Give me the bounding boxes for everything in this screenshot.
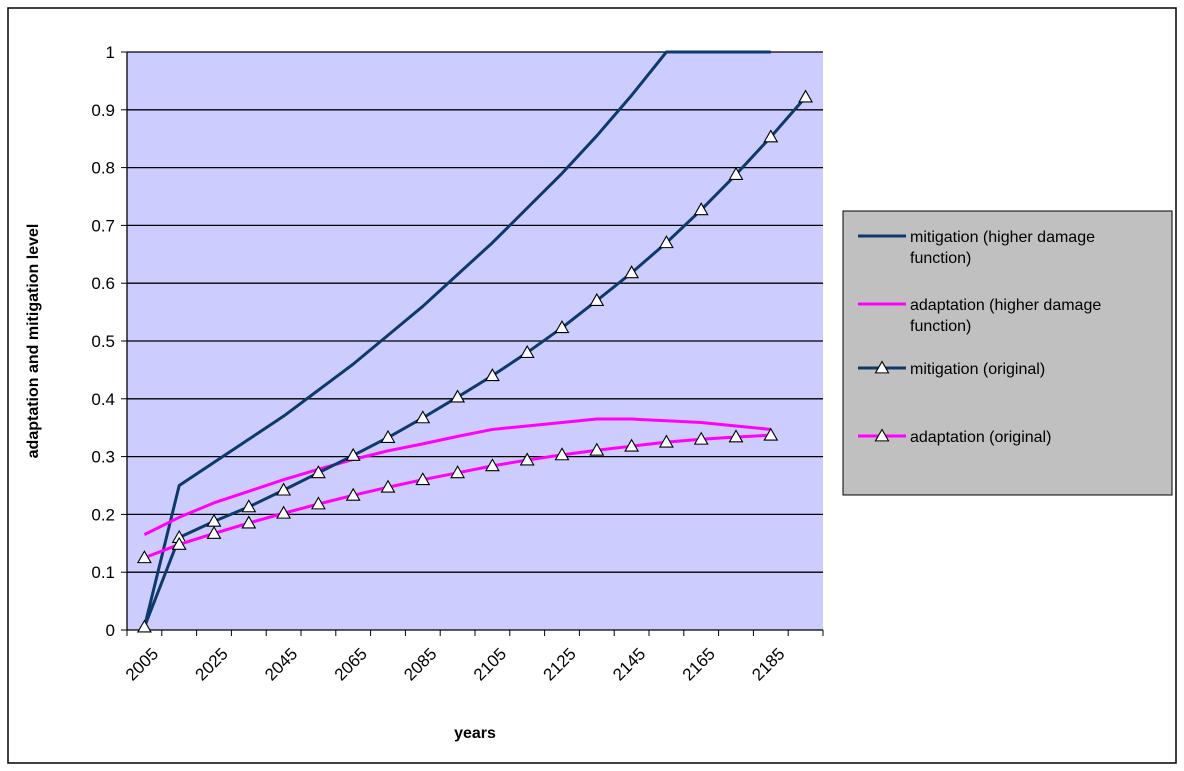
data-point-marker xyxy=(276,505,292,519)
data-point-marker xyxy=(519,344,535,358)
y-tick-label: 1 xyxy=(106,43,115,62)
series-line xyxy=(143,417,771,536)
data-point-marker xyxy=(693,202,709,216)
data-point-marker xyxy=(136,550,152,564)
data-point-marker xyxy=(519,452,535,466)
y-tick-label: 0 xyxy=(106,621,115,640)
data-point-marker xyxy=(589,442,605,456)
data-point-marker xyxy=(763,427,779,441)
data-point-marker xyxy=(693,431,709,445)
data-point-marker xyxy=(345,487,361,501)
data-point-marker xyxy=(136,619,152,633)
y-tick-label: 0.6 xyxy=(91,274,115,293)
data-point-marker xyxy=(450,389,466,403)
legend-entry-4: adaptation (original) xyxy=(858,428,1051,446)
data-point-marker xyxy=(380,429,396,443)
y-tick-label: 0.1 xyxy=(91,563,115,582)
y-tick-labels: 0 0.1 0.2 0.3 0.4 0.5 0.6 0.7 0.8 0.9 1 xyxy=(91,43,115,640)
data-point-marker xyxy=(241,515,257,529)
legend: mitigation (higher damage function) adapta… xyxy=(842,210,1173,496)
data-point-marker xyxy=(658,235,674,249)
data-point-marker xyxy=(310,496,326,510)
series-lines xyxy=(136,50,814,633)
data-point-marker xyxy=(658,434,674,448)
series-4 xyxy=(136,427,779,564)
x-axis-title: years xyxy=(454,725,496,742)
axes xyxy=(121,51,824,636)
data-point-marker xyxy=(241,499,257,513)
y-axis-title: adaptation and mitigation level xyxy=(25,224,42,459)
data-point-marker xyxy=(484,458,500,472)
data-point-marker xyxy=(276,482,292,496)
data-point-marker xyxy=(206,525,222,539)
y-tick-label: 0.9 xyxy=(91,101,115,120)
data-point-marker xyxy=(624,265,640,279)
data-point-marker xyxy=(415,472,431,486)
legend-label: mitigation (higher damage function) xyxy=(910,229,1095,267)
series-line xyxy=(143,96,807,628)
series-line xyxy=(142,50,771,628)
legend-marker xyxy=(874,428,890,442)
data-point-marker xyxy=(589,292,605,306)
data-point-marker xyxy=(484,368,500,382)
y-tick-label: 0.3 xyxy=(91,448,115,467)
y-tick-label: 0.8 xyxy=(91,159,115,178)
data-point-marker xyxy=(415,410,431,424)
data-point-marker xyxy=(728,166,744,180)
legend-label: adaptation (original) xyxy=(910,429,1051,446)
data-point-marker xyxy=(763,129,779,143)
series-3 xyxy=(136,89,814,633)
legend-entry-3: mitigation (original) xyxy=(858,360,1045,378)
series-2 xyxy=(143,417,771,536)
legend-box xyxy=(842,210,1173,496)
series-1 xyxy=(142,50,771,628)
data-point-marker xyxy=(554,447,570,461)
y-tick-label: 0.4 xyxy=(91,390,115,409)
legend-label: mitigation (original) xyxy=(910,361,1045,378)
data-point-marker xyxy=(380,479,396,493)
data-point-marker xyxy=(345,447,361,461)
data-point-marker xyxy=(171,536,187,550)
data-point-marker xyxy=(728,429,744,443)
legend-entry-1: mitigation (higher damage function) xyxy=(858,229,1095,267)
y-tick-label: 0.2 xyxy=(91,505,115,524)
gridlines xyxy=(127,51,823,573)
legend-label: adaptation (higher damage function) xyxy=(910,297,1101,335)
data-point-marker xyxy=(450,465,466,479)
data-point-marker xyxy=(554,320,570,334)
y-tick-label: 0.5 xyxy=(91,332,115,351)
legend-marker xyxy=(874,360,890,374)
y-tick-label: 0.7 xyxy=(91,216,115,235)
data-point-marker xyxy=(310,465,326,479)
legend-entry-2: adaptation (higher damage function) xyxy=(858,297,1101,335)
data-point-marker xyxy=(624,438,640,452)
data-point-marker xyxy=(798,89,814,103)
